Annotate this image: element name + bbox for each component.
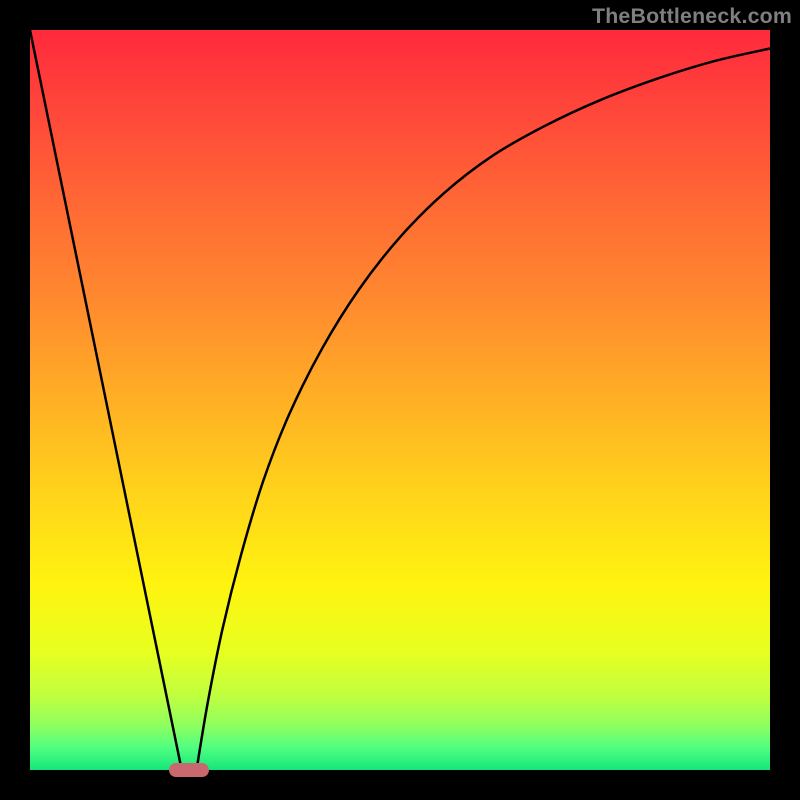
- left-line: [30, 30, 182, 770]
- right-curve: [197, 49, 771, 771]
- bottleneck-marker: [169, 763, 210, 776]
- chart-container: TheBottleneck.com: [0, 0, 800, 800]
- watermark-label: TheBottleneck.com: [592, 4, 792, 29]
- plot-area: [30, 30, 770, 770]
- curve-layer: [30, 30, 770, 770]
